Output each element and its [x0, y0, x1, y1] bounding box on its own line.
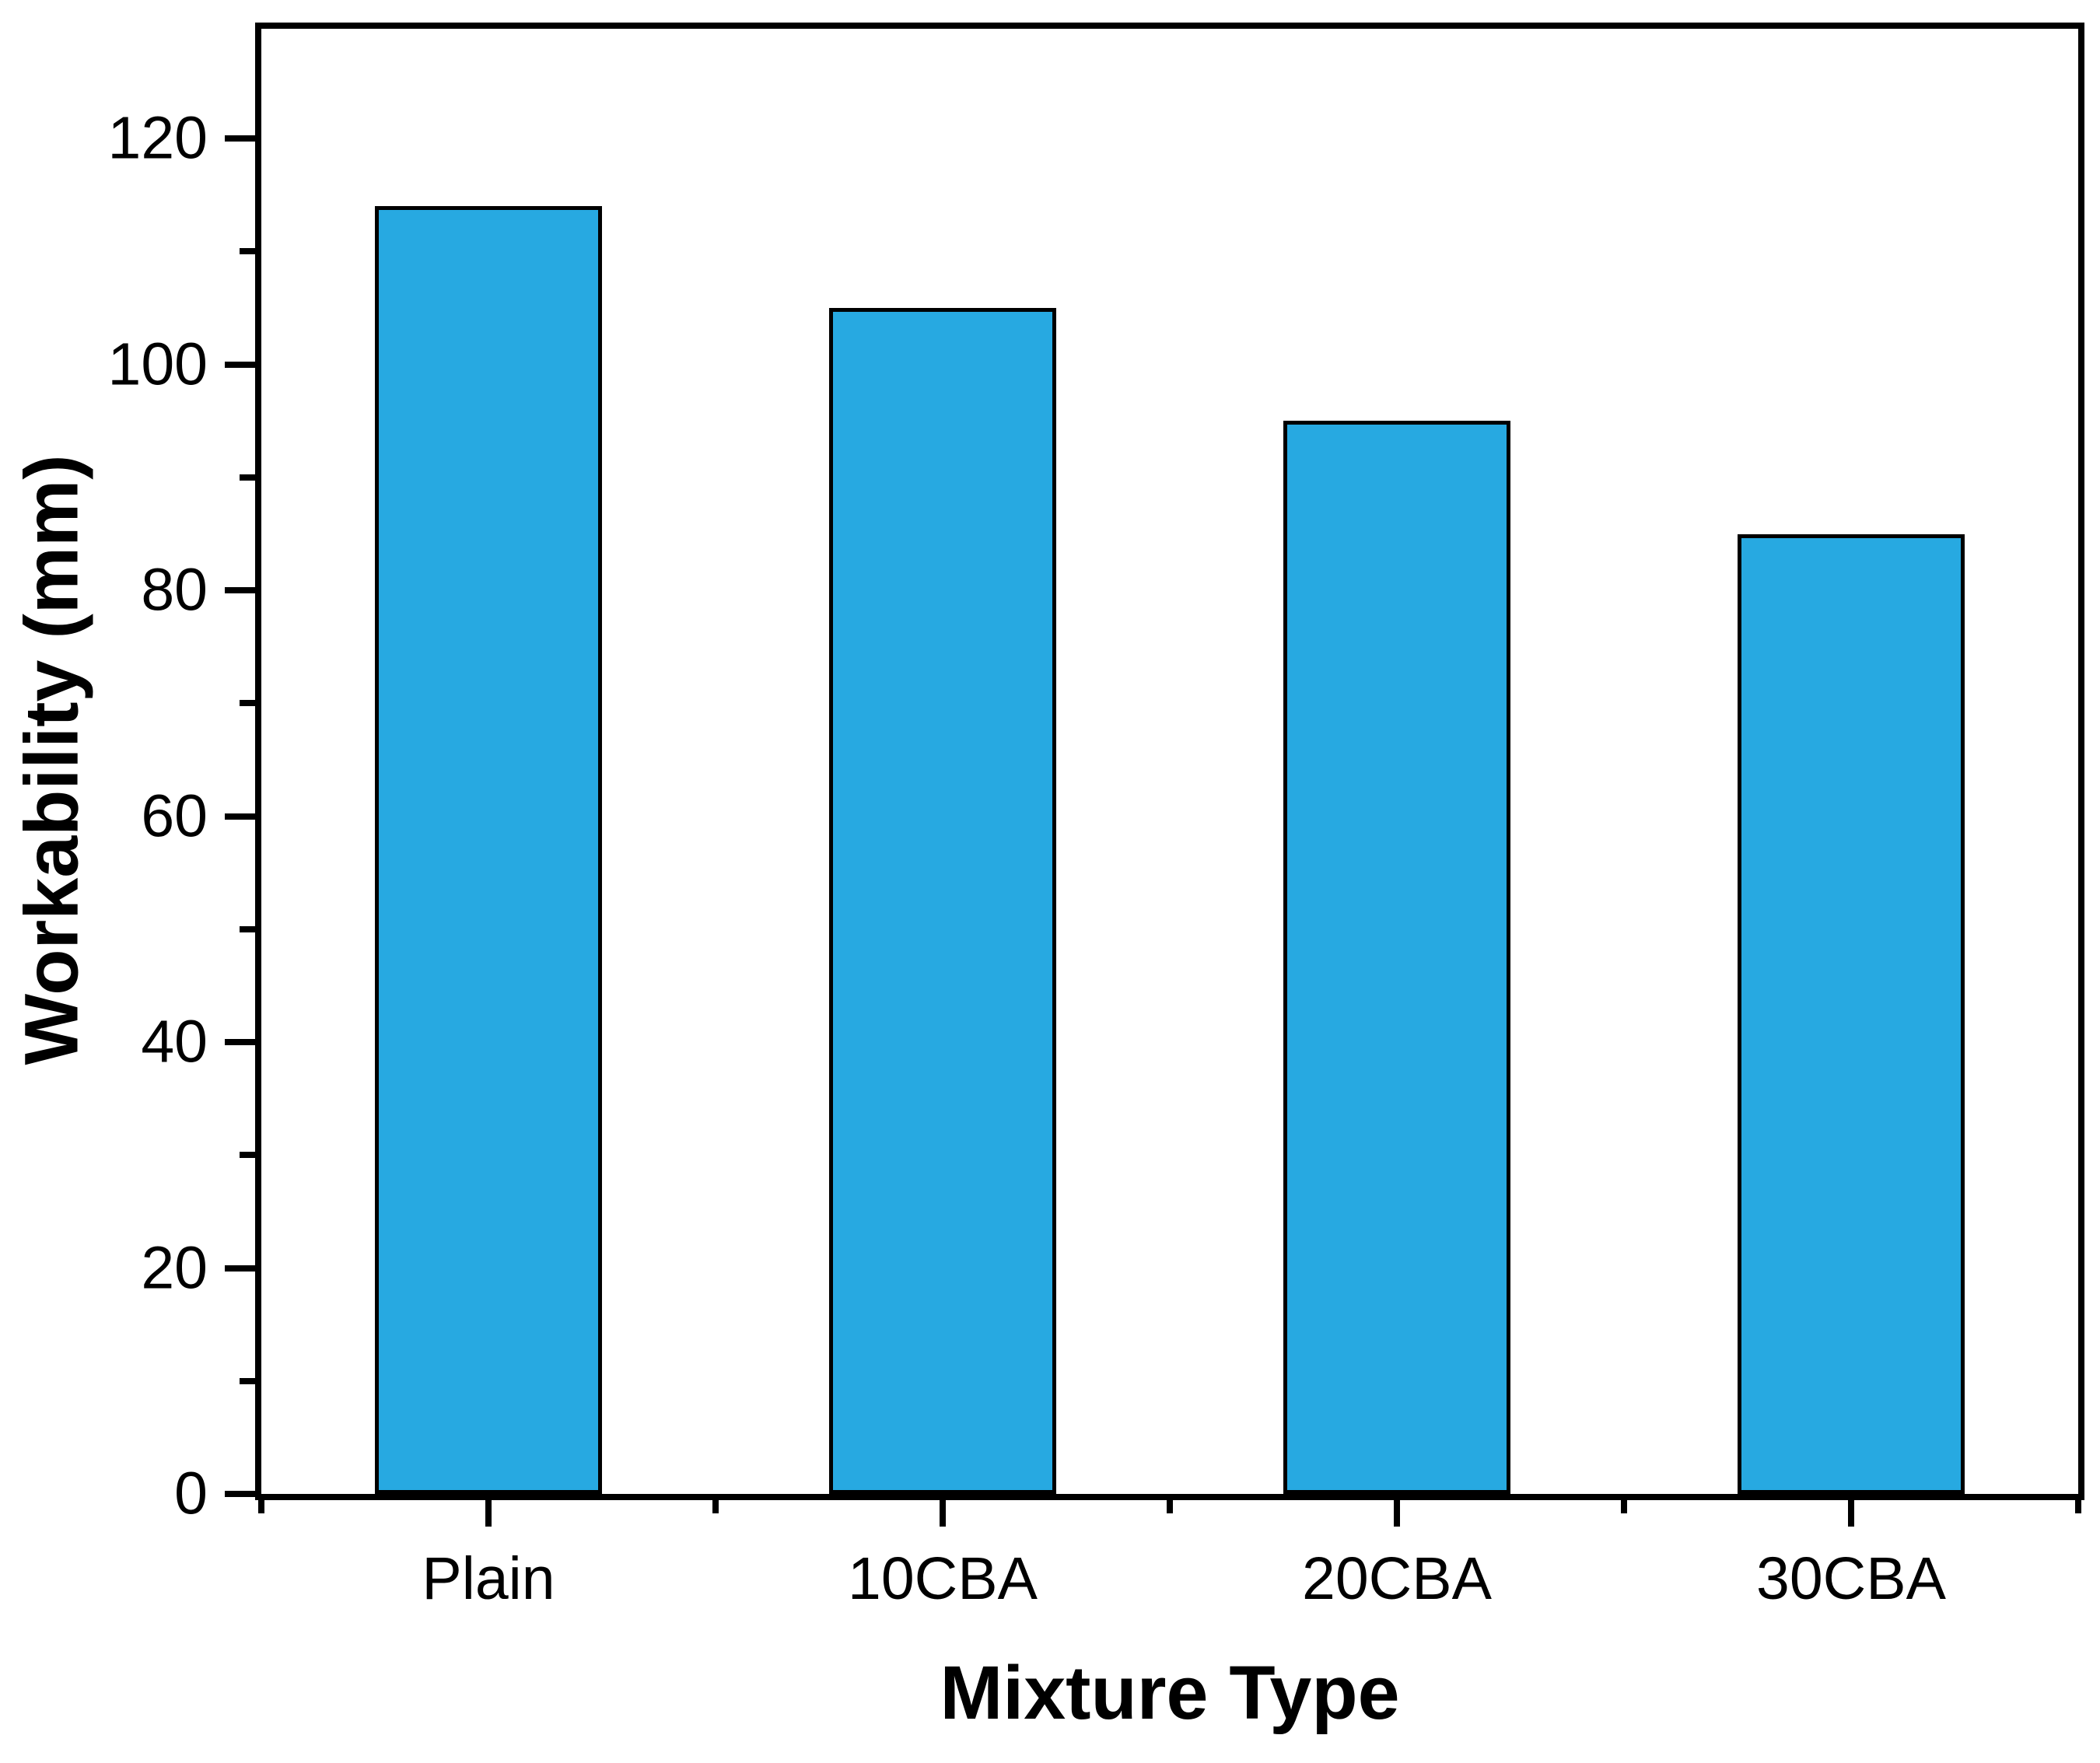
- y-minor-tick: [240, 474, 255, 481]
- y-minor-tick: [240, 248, 255, 254]
- bar-10cba: [829, 308, 1056, 1494]
- y-tick-label: 40: [141, 1008, 208, 1076]
- plot-area-frame: [255, 23, 2084, 1500]
- y-minor-tick: [240, 1152, 255, 1158]
- y-major-tick: [225, 813, 255, 820]
- y-tick-label: 20: [141, 1234, 208, 1302]
- y-axis-title: Workability (mm): [9, 454, 94, 1065]
- x-tick-label: Plain: [422, 1545, 555, 1612]
- y-tick-label: 120: [107, 104, 208, 172]
- y-major-tick: [225, 362, 255, 368]
- x-tick-label: 30CBA: [1756, 1545, 1946, 1612]
- x-tick-label: 10CBA: [848, 1545, 1038, 1612]
- x-axis-title: Mixture Type: [940, 1650, 1400, 1735]
- x-tick-label: 20CBA: [1302, 1545, 1492, 1612]
- bar-30cba: [1738, 534, 1965, 1494]
- y-minor-tick: [240, 926, 255, 932]
- x-boundary-tick: [2075, 1497, 2081, 1513]
- y-tick-label: 60: [141, 782, 208, 850]
- y-major-tick: [225, 135, 255, 142]
- y-tick-label: 80: [141, 556, 208, 624]
- x-boundary-tick: [1167, 1497, 1173, 1513]
- y-minor-tick: [240, 700, 255, 706]
- x-major-tick: [485, 1497, 492, 1527]
- y-major-tick: [225, 1491, 255, 1497]
- y-minor-tick: [240, 1378, 255, 1384]
- bar-20cba: [1283, 421, 1510, 1494]
- y-tick-label: 0: [174, 1460, 208, 1527]
- y-major-tick: [225, 587, 255, 593]
- x-major-tick: [940, 1497, 946, 1527]
- y-major-tick: [225, 1039, 255, 1045]
- x-boundary-tick: [258, 1497, 264, 1513]
- bar-plain: [375, 206, 602, 1494]
- x-boundary-tick: [712, 1497, 719, 1513]
- y-tick-label: 100: [107, 331, 208, 398]
- y-major-tick: [225, 1265, 255, 1272]
- x-boundary-tick: [1621, 1497, 1627, 1513]
- x-major-tick: [1848, 1497, 1854, 1527]
- x-major-tick: [1394, 1497, 1400, 1527]
